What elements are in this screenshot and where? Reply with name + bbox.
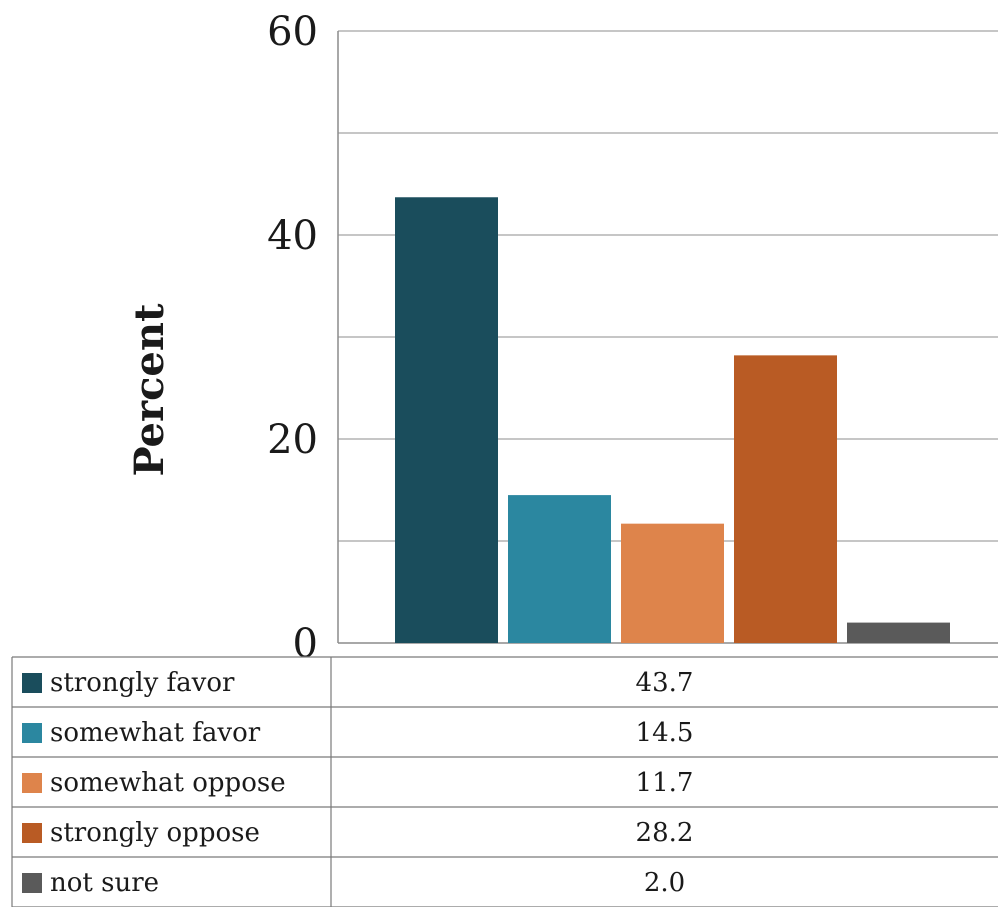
y-tick-label-20: 20 [267, 417, 318, 463]
y-tick-label-60: 60 [267, 9, 318, 55]
table-row: strongly favor 43.7 [22, 668, 693, 698]
legend-swatch [22, 723, 42, 743]
legend-swatch [22, 673, 42, 693]
table-row: strongly oppose 28.2 [22, 818, 693, 848]
y-tick-label-0: 0 [293, 621, 318, 667]
series-name: not sure [50, 868, 159, 898]
table-row: not sure 2.0 [22, 868, 685, 898]
bar-somewhat-oppose [621, 523, 724, 643]
bars [395, 197, 950, 643]
data-label: 14.5 [636, 718, 694, 748]
series-name: strongly oppose [50, 818, 260, 848]
table-row: somewhat favor 14.5 [22, 718, 693, 748]
legend-swatch [22, 873, 42, 893]
data-label: 2.0 [644, 868, 685, 898]
y-tick-label-40: 40 [267, 213, 318, 259]
series-name: somewhat favor [50, 718, 261, 748]
table-row: somewhat oppose 11.7 [22, 768, 693, 798]
bar-strongly-favor [395, 197, 498, 643]
bar-not-sure [847, 622, 950, 643]
y-axis-label: Percent [126, 303, 173, 476]
series-name: strongly favor [50, 668, 235, 698]
bar-somewhat-favor [508, 495, 611, 643]
legend-swatch [22, 823, 42, 843]
legend-swatch [22, 773, 42, 793]
y-tick-labels: 0 20 40 60 [267, 9, 318, 667]
data-label: 11.7 [636, 768, 694, 798]
data-label: 28.2 [636, 818, 694, 848]
series-name: somewhat oppose [50, 768, 286, 798]
data-label: 43.7 [636, 668, 694, 698]
bar-strongly-oppose [734, 355, 837, 643]
